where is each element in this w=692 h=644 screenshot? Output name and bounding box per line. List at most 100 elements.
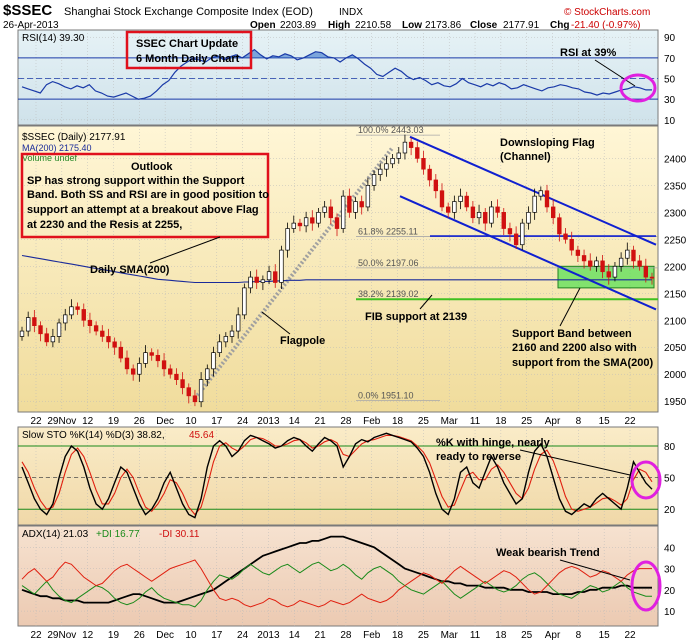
sto-d-line [21,434,653,516]
candle-body-46 [303,217,309,227]
ohlc-chg-value: -21.40 (-0.97%) [571,20,640,31]
candle-body-63 [408,141,414,148]
outlook-title: Outlook [131,161,173,173]
candle-body-40 [266,271,272,281]
candle-body-52 [340,195,346,229]
channel-upper [409,135,657,246]
candle-body-9 [75,306,80,310]
adx-xtick-12: 28 [340,630,352,641]
price-xtick-18: 18 [495,416,507,427]
candle-body-74 [476,211,482,219]
price-xtick-2: 12 [82,416,94,427]
price-xtick-5: Dec [156,416,174,427]
candle-body-72 [464,195,469,208]
candle-body-32 [217,341,222,353]
candle-body-48 [316,211,321,224]
candle-body-54 [353,201,358,213]
price-xtick-7: 17 [211,416,223,427]
adx-ytick-30: 30 [664,565,676,576]
ohlc-high-value: 2210.58 [355,20,392,31]
candle-body-61 [396,152,401,159]
candle-body-99 [631,249,636,262]
adx-xtick-22: 15 [599,630,611,641]
price-ytick-1950: 1950 [664,397,687,408]
candle-body-51 [334,217,340,229]
adx-xtick-20: Apr [545,630,561,641]
rsi-legend: RSI(14) 39.30 [22,33,85,44]
candle-body-37 [248,276,253,289]
candle-body-60 [390,158,395,165]
price-xtick-22: 15 [599,416,611,427]
chart-title-line2: 6 Month Daily Chart [136,53,240,65]
candle-body-80 [513,233,519,246]
flag-label-line1: Downsloping Flag [500,137,595,149]
candle-body-30 [205,368,210,380]
outlook-line1: SP has strong support within the Support [27,175,245,187]
candle-body-75 [483,211,488,224]
adx-ytick-10: 10 [664,607,676,618]
adx-legend: ADX(14) 21.03 [22,529,89,540]
ma200-line [21,254,652,284]
price-xtick-20: Apr [545,416,561,427]
candle-body-42 [279,249,284,283]
price-xtick-10: 14 [289,416,301,427]
ohlc-chg-label: Chg [550,20,569,31]
adx-legend-pdi: +DI 16.77 [96,529,140,540]
candle-body-87 [557,217,562,235]
band-label-line1: Support Band between [512,328,632,340]
candle-body-19 [137,363,142,375]
candle-body-45 [297,222,303,227]
price-xtick-16: Mar [441,416,459,427]
fib-support-label: FIB support at 2139 [365,311,467,323]
price-ytick-2150: 2150 [664,289,687,300]
adx-ytick-20: 20 [664,586,676,597]
candle-body-66 [427,168,432,181]
candle-body-76 [489,206,494,224]
adx-xtick-4: 26 [134,630,146,641]
rsi-ytick-50: 50 [664,75,676,86]
price-ytick-2400: 2400 [664,154,687,165]
adx-xtick-5: Dec [156,630,174,641]
adx-xtick-2: 12 [82,630,94,641]
candle-body-43 [285,228,290,251]
candle-body-15 [112,341,117,348]
channel-lower [399,195,657,311]
candle-body-92 [588,260,593,267]
candle-body-11 [87,319,93,327]
candle-body-86 [550,206,556,219]
outlook-box [20,152,270,239]
rsi-ytick-70: 70 [664,54,676,65]
adx-highlight-ellipse [630,560,662,612]
candle-body-58 [378,168,383,175]
adx-xtick-3: 19 [108,630,120,641]
candle-body-97 [618,257,624,267]
stochastic-panel [17,426,659,526]
band-label-line3: support from the SMA(200) [512,357,654,369]
adx-xtick-19: 25 [521,630,533,641]
ohlc-open-value: 2203.89 [280,20,317,31]
price-ytick-2050: 2050 [664,343,687,354]
outlook-line3: support an attempt at a breakout above F… [27,204,259,216]
candle-body-5 [50,336,56,343]
candle-body-71 [458,195,463,202]
candle-body-6 [56,322,62,337]
candle-body-57 [371,174,377,186]
candle-body-84 [538,190,544,197]
fib-label-0: 100.0% 2443.03 [358,125,424,135]
chart-title-box [125,30,253,70]
rsi-note: RSI at 39% [560,47,616,59]
candle-body-13 [100,330,105,337]
candle-body-65 [421,158,426,170]
price-xtick-1: 29Nov [47,416,76,427]
adx-xtick-9: 2013 [257,630,280,641]
price-xtick-11: 21 [315,416,327,427]
candle-body-62 [402,141,408,154]
price-legend: $SSEC (Daily) 2177.91 [22,132,126,143]
sto-ytick-50: 50 [664,474,676,485]
candle-body-73 [470,206,476,219]
ma-legend: MA(200) 2175.40 [22,143,92,153]
band-label-arrow [559,287,581,327]
candle-body-95 [606,271,611,278]
price-xtick-12: 28 [340,416,352,427]
ohlc-open-label: Open [250,20,276,31]
